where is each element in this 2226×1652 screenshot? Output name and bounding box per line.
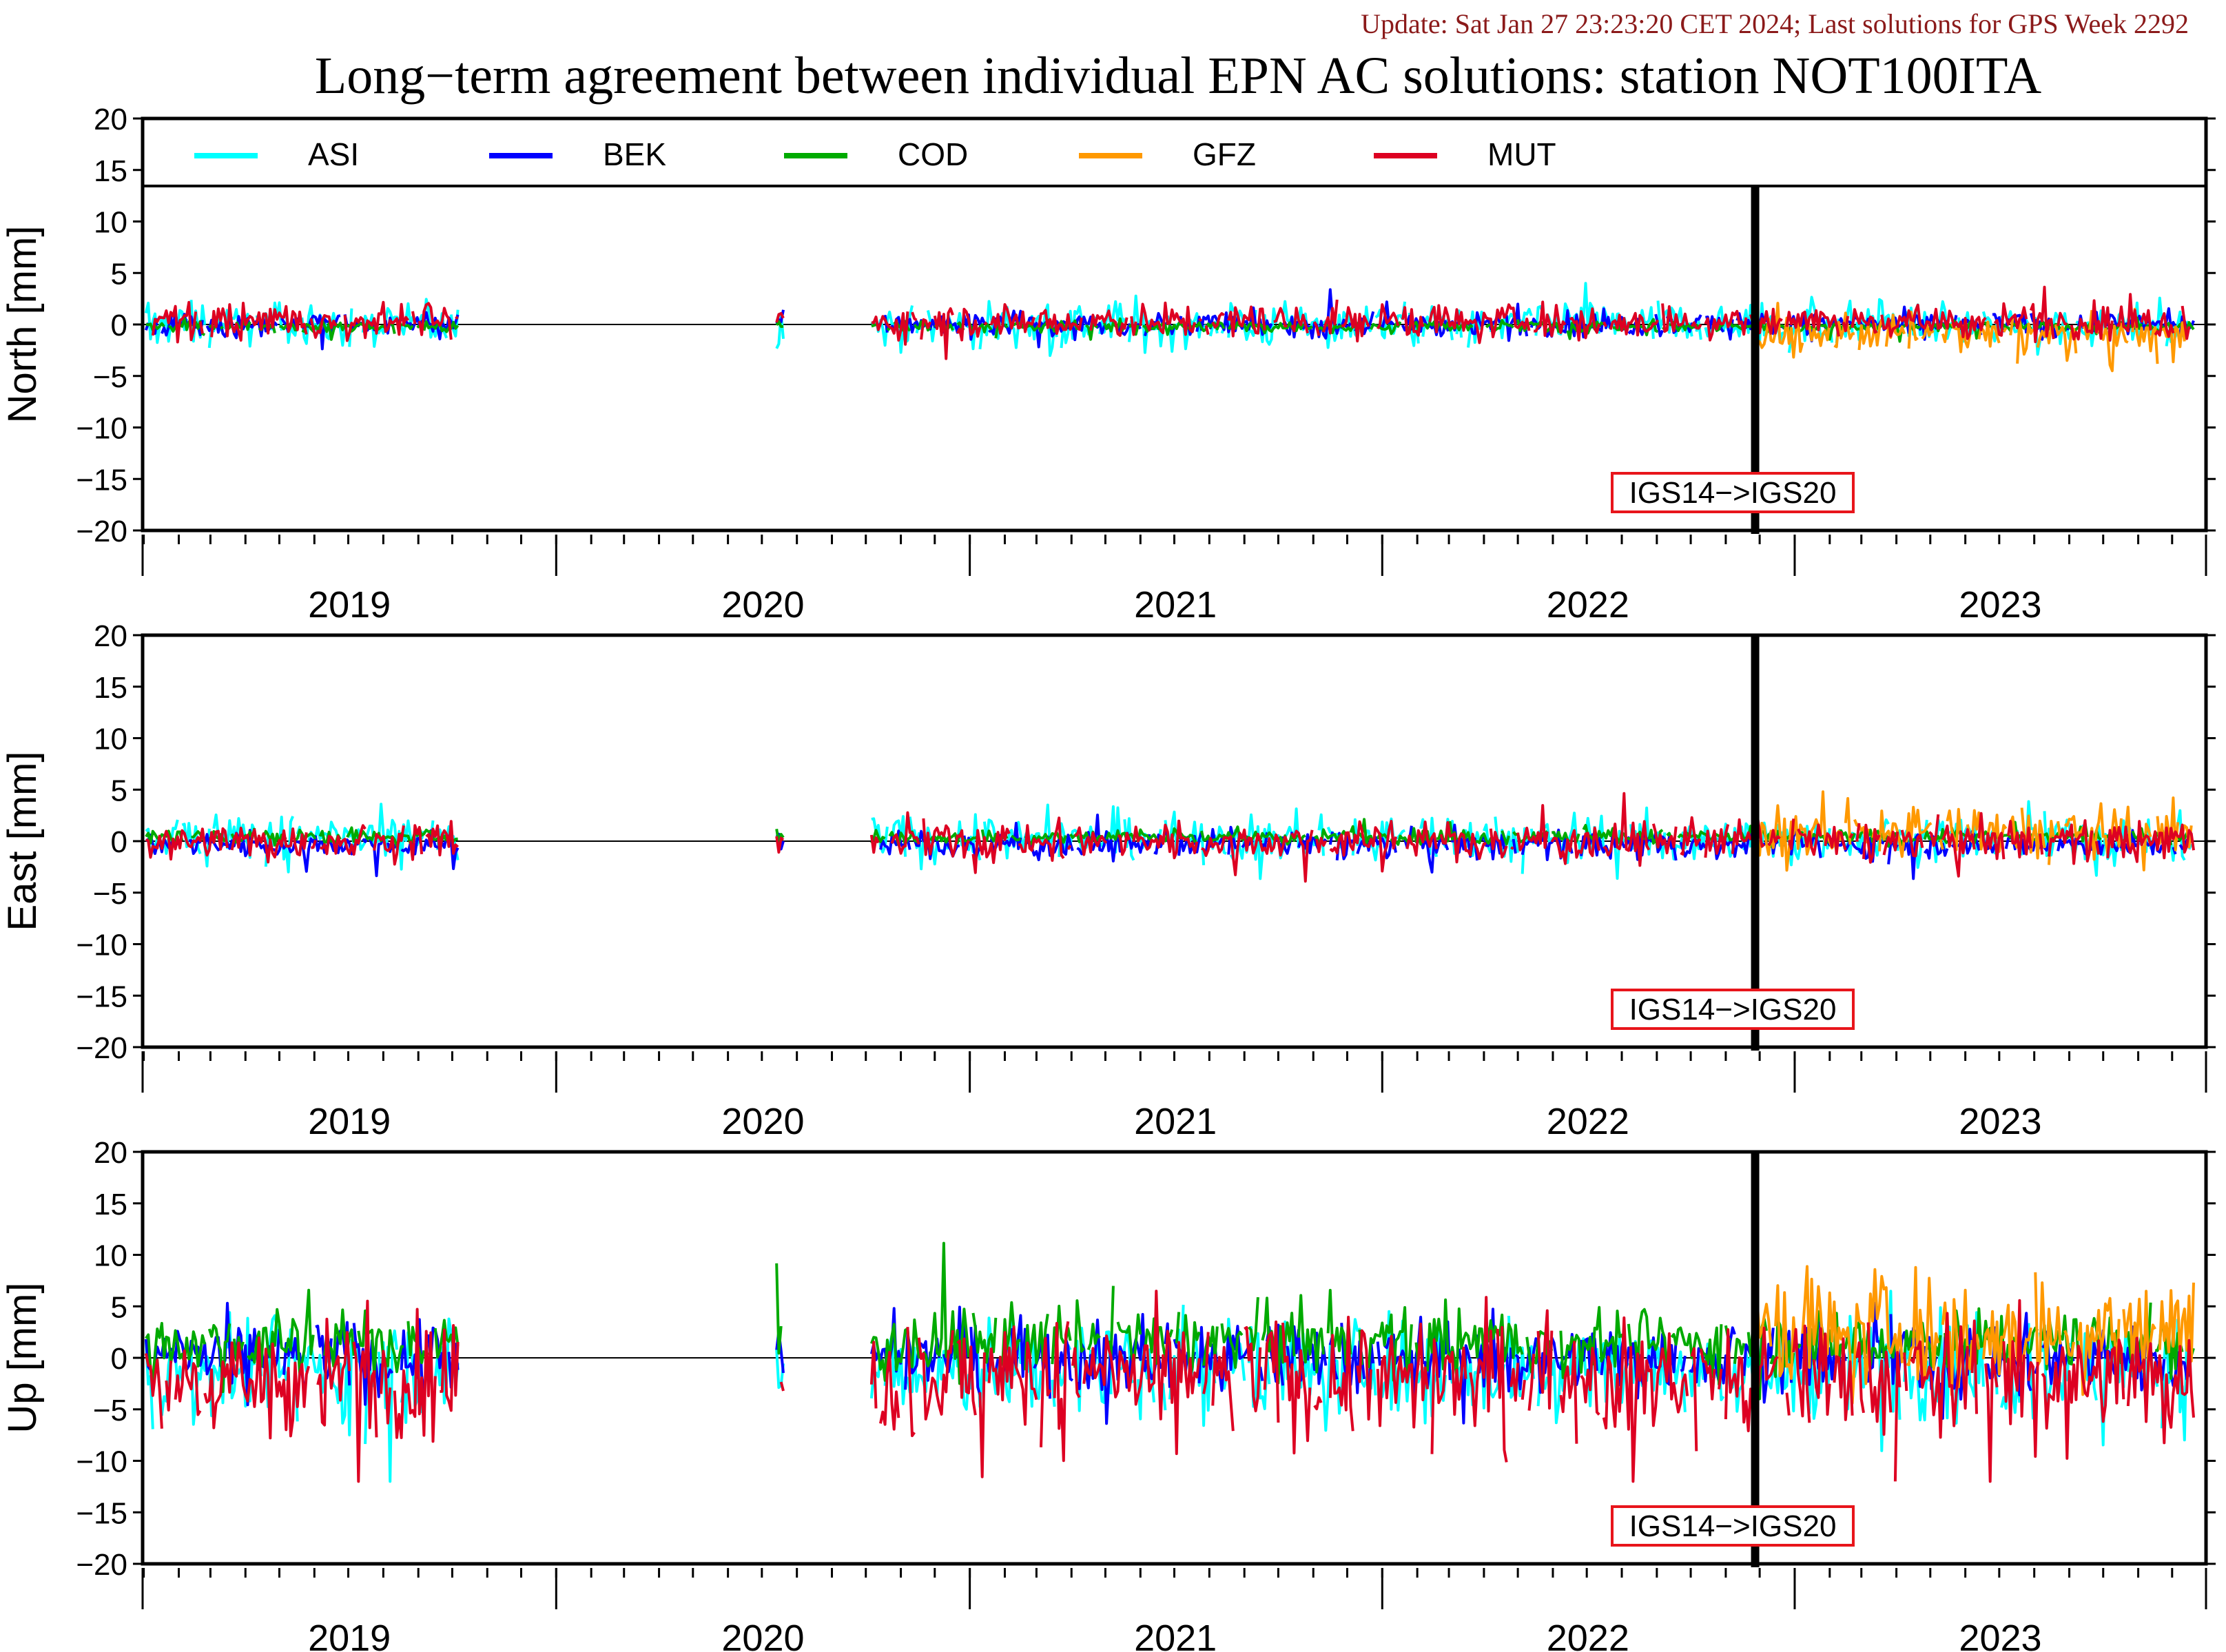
x-tick-label-2020: 2020 <box>721 1101 804 1142</box>
y-tick-label: −10 <box>76 1445 127 1479</box>
panels-container: ASI BEK COD GFZ MUT −20 −15 −10 −5 0 5 10 15 20 North … <box>0 103 2216 1652</box>
x-tick-label-2020: 2020 <box>721 1618 804 1652</box>
panel-north: ASI BEK COD GFZ MUT −20 −15 −10 −5 0 5 10 15 20 North … <box>0 103 2216 626</box>
x-tick-label-2023: 2023 <box>1959 584 2041 626</box>
panel-up: −20 −15 −10 −5 0 5 10 15 20 Up [mm] 2019 2020 2021 20… <box>0 1136 2216 1652</box>
x-tick-label-2022: 2022 <box>1547 584 1629 626</box>
reference-change-label: IGS14−>IGS20 <box>1629 476 1837 510</box>
y-tick-label: 0 <box>111 1342 127 1376</box>
y-tick-label: −15 <box>76 463 127 497</box>
chart-title: Long−term agreement between individual E… <box>315 47 2041 105</box>
x-tick-label-2020: 2020 <box>721 584 804 626</box>
reference-change-box <box>1611 472 1855 513</box>
series-mut <box>144 1290 2195 1483</box>
legend-label-asi: ASI <box>308 136 359 172</box>
legend-label-bek: BEK <box>603 136 666 172</box>
x-tick-label-2023: 2023 <box>1959 1618 2041 1652</box>
x-tick-label-2019: 2019 <box>308 1618 391 1652</box>
x-tick-label-2022: 2022 <box>1547 1101 1629 1142</box>
y-tick-label: 10 <box>94 723 127 756</box>
y-tick-label: −15 <box>76 980 127 1013</box>
y-tick-label: 15 <box>94 1188 127 1221</box>
series-group <box>144 1241 2195 1483</box>
legend-label-mut: MUT <box>1487 136 1556 172</box>
legend: ASI BEK COD GFZ MUT <box>194 136 1556 172</box>
reference-change-label: IGS14−>IGS20 <box>1629 1509 1837 1543</box>
y-tick-label: −5 <box>93 1394 127 1427</box>
y-axis-label: East [mm] <box>0 751 45 931</box>
y-tick-label: 15 <box>94 154 127 188</box>
x-tick-label-2019: 2019 <box>308 584 391 626</box>
y-tick-label: 5 <box>111 774 127 807</box>
y-tick-label: −15 <box>76 1496 127 1530</box>
y-tick-label: 0 <box>111 825 127 859</box>
y-tick-label: −20 <box>76 515 127 548</box>
y-tick-label: 10 <box>94 206 127 240</box>
y-tick-label: −10 <box>76 412 127 446</box>
x-tick-label-2019: 2019 <box>308 1101 391 1142</box>
reference-change-box <box>1611 989 1855 1030</box>
series-group <box>145 790 2195 883</box>
y-axis-label: North [mm] <box>0 226 45 424</box>
y-tick-label: −5 <box>93 877 127 911</box>
legend-label-gfz: GFZ <box>1193 136 1256 172</box>
update-timestamp: Update: Sat Jan 27 23:23:20 CET 2024; La… <box>1361 8 2189 39</box>
x-tick-label-2021: 2021 <box>1134 1618 1217 1652</box>
y-tick-label: 10 <box>94 1239 127 1273</box>
y-tick-label: 15 <box>94 671 127 705</box>
x-tick-label-2023: 2023 <box>1959 1101 2041 1142</box>
panel-east: −20 −15 −10 −5 0 5 10 15 20 East [mm] 2019 2020 2021… <box>0 619 2216 1142</box>
x-tick-label-2021: 2021 <box>1134 1101 1217 1142</box>
y-tick-label: −10 <box>76 929 127 962</box>
x-tick-label-2021: 2021 <box>1134 584 1217 626</box>
y-tick-label: −5 <box>93 360 127 394</box>
y-tick-label: 0 <box>111 309 127 342</box>
series-group <box>146 283 2194 371</box>
y-tick-label: 5 <box>111 257 127 291</box>
y-tick-label: −20 <box>76 1031 127 1065</box>
y-axis-label: Up [mm] <box>0 1282 45 1433</box>
y-tick-label: 20 <box>94 103 127 136</box>
reference-change-box <box>1611 1505 1855 1547</box>
x-tick-label-2022: 2022 <box>1547 1618 1629 1652</box>
series-mut <box>145 792 2195 883</box>
y-tick-label: −20 <box>76 1548 127 1582</box>
legend-label-cod: COD <box>898 136 968 172</box>
y-tick-label: 20 <box>94 1136 127 1170</box>
y-tick-label: 5 <box>111 1290 127 1324</box>
y-tick-label: 20 <box>94 619 127 653</box>
reference-change-label: IGS14−>IGS20 <box>1629 993 1837 1026</box>
